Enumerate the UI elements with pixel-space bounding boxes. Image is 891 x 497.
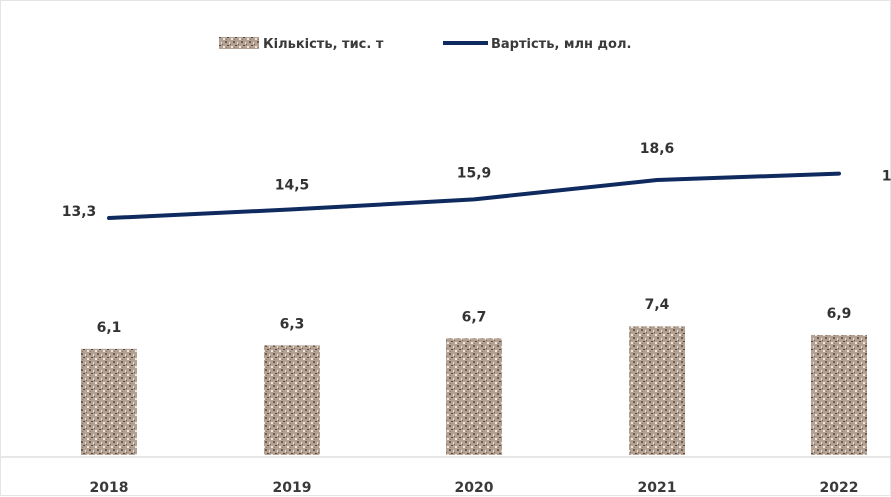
bar-series: 6,1 6,3 6,7 7,4 6,9 [81, 297, 867, 455]
x-tick-2019: 2019 [273, 480, 312, 496]
bar-2022 [811, 334, 867, 455]
legend-swatch-quantity [219, 37, 259, 49]
legend-label-quantity: Кількість, тис. т [263, 37, 384, 52]
legend-label-value: Вартість, млн дол. [491, 37, 631, 52]
line-label-2022: 19,5 [882, 169, 891, 185]
x-tick-2018: 2018 [90, 480, 129, 496]
line-series: 13,3 14,5 15,9 18,6 19,5 [62, 141, 891, 221]
x-axis: 2018 2019 2020 2021 2022 [1, 456, 891, 496]
bar-2018 [81, 348, 137, 455]
bar-label-2018: 6,1 [97, 320, 122, 336]
bar-label-2020: 6,7 [462, 309, 487, 325]
bar-2019 [264, 345, 320, 455]
line-label-2018: 13,3 [62, 204, 97, 220]
bar-2020 [446, 338, 502, 455]
legend: Кількість, тис. т Вартість, млн дол. [219, 37, 631, 52]
line-label-2020: 15,9 [457, 165, 492, 181]
line-label-2021: 18,6 [640, 141, 675, 157]
bar-label-2021: 7,4 [645, 297, 670, 313]
x-tick-2021: 2021 [638, 480, 677, 496]
bar-2021 [629, 326, 685, 455]
line-label-2019: 14,5 [275, 177, 310, 193]
bar-label-2019: 6,3 [280, 316, 305, 332]
x-tick-2022: 2022 [820, 480, 859, 496]
x-tick-2020: 2020 [455, 480, 494, 496]
bar-label-2022: 6,9 [827, 306, 852, 322]
line-value [107, 171, 841, 221]
